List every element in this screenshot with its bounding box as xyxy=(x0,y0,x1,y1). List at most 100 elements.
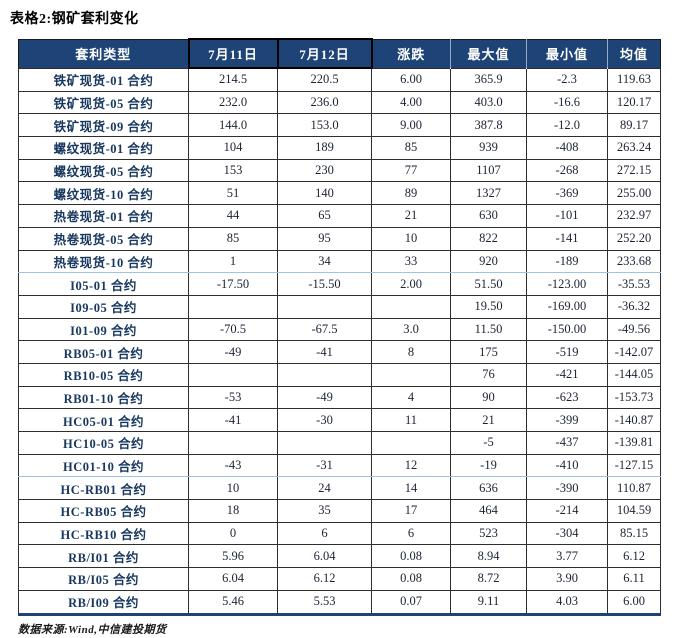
value-cell: -437 xyxy=(526,431,608,455)
value-cell: -70.5 xyxy=(188,317,278,342)
value-cell: 252.20 xyxy=(607,226,661,251)
row-label-cell: I01-09 合约 xyxy=(18,317,189,342)
value-cell: 233.68 xyxy=(607,249,661,274)
value-cell: -139.81 xyxy=(607,431,661,455)
row-label-cell: 热卷现货-01 合约 xyxy=(18,204,189,228)
value-cell: 0.07 xyxy=(371,589,451,615)
table-row: 螺纹现货-10 合约 51 140 89 1327 -369 255.00 xyxy=(18,181,661,206)
value-cell xyxy=(277,431,372,455)
value-cell: -16.6 xyxy=(526,90,608,115)
value-cell: 232.97 xyxy=(607,204,661,228)
row-label-cell: RB/I09 合约 xyxy=(18,589,189,615)
value-cell: 24 xyxy=(277,476,372,501)
value-cell: -41 xyxy=(188,408,278,432)
value-cell: 6 xyxy=(277,521,372,546)
value-cell xyxy=(371,294,451,319)
value-cell: 6.11 xyxy=(607,567,661,591)
table-body: 铁矿现货-01 合约 214.5 220.5 6.00 365.9 -2.3 119.63 铁… xyxy=(18,67,661,615)
value-cell: 85.15 xyxy=(607,521,661,546)
row-label-cell: RB/I01 合约 xyxy=(18,544,189,569)
value-cell: -67.5 xyxy=(277,317,372,342)
value-cell: -144.05 xyxy=(607,362,661,387)
value-cell: 464 xyxy=(450,499,527,523)
table-row: I01-09 合约 -70.5 -67.5 3.0 11.50 -150.00 -49.56 xyxy=(18,317,661,342)
value-cell: 11 xyxy=(371,408,451,432)
value-cell: -142.07 xyxy=(607,340,661,364)
value-cell: -127.15 xyxy=(607,453,661,478)
value-cell: -268 xyxy=(526,158,608,183)
value-cell: -408 xyxy=(526,136,608,160)
value-cell: 9.11 xyxy=(450,589,527,615)
value-cell: 89 xyxy=(371,181,451,206)
value-cell: 34 xyxy=(277,249,372,274)
value-cell: -399 xyxy=(526,408,608,432)
table-row: HC-RB10 合约 0 6 6 523 -304 85.15 xyxy=(18,521,661,546)
table-row: RB01-10 合约 -53 -49 4 90 -623 -153.73 xyxy=(18,385,661,410)
value-cell: 6 xyxy=(371,521,451,546)
header-cell-jul12: 7月12日 xyxy=(276,38,373,69)
value-cell: -35.53 xyxy=(607,272,661,296)
value-cell: 10 xyxy=(371,226,451,251)
value-cell: 51.50 xyxy=(450,272,527,296)
value-cell: 153.0 xyxy=(277,113,372,138)
header-cell-mean: 均值 xyxy=(607,39,661,68)
value-cell: 8 xyxy=(371,340,451,364)
value-cell: 85 xyxy=(188,226,278,251)
value-cell: 90 xyxy=(450,385,527,410)
value-cell: 8.94 xyxy=(450,544,527,569)
value-cell xyxy=(371,362,451,387)
value-cell xyxy=(371,431,451,455)
header-cell-jul11: 7月11日 xyxy=(187,38,279,69)
value-cell: 189 xyxy=(277,136,372,160)
value-cell: 939 xyxy=(450,136,527,160)
value-cell: 523 xyxy=(450,521,527,546)
value-cell: -12.0 xyxy=(526,113,608,138)
value-cell: 18 xyxy=(188,499,278,523)
value-cell: -390 xyxy=(526,476,608,501)
table-row: 铁矿现货-01 合约 214.5 220.5 6.00 365.9 -2.3 119.63 xyxy=(18,67,661,92)
value-cell: 1 xyxy=(188,249,278,274)
value-cell: -31 xyxy=(277,453,372,478)
row-label-cell: 铁矿现货-09 合约 xyxy=(18,113,189,138)
header-cell-min: 最小值 xyxy=(526,39,608,68)
value-cell: 0.08 xyxy=(371,567,451,591)
value-cell: 14 xyxy=(371,476,451,501)
row-label-cell: RB10-05 合约 xyxy=(18,362,189,387)
value-cell: 104.59 xyxy=(607,499,661,523)
value-cell: -410 xyxy=(526,453,608,478)
table-row: I09-05 合约 19.50 -169.00 -36.32 xyxy=(18,294,661,319)
value-cell: 403.0 xyxy=(450,90,527,115)
value-cell: 232.0 xyxy=(188,90,278,115)
value-cell: 89.17 xyxy=(607,113,661,138)
value-cell: 140 xyxy=(277,181,372,206)
table-row: HC10-05 合约 -5 -437 -139.81 xyxy=(18,431,661,455)
table-row: RB05-01 合约 -49 -41 8 175 -519 -142.07 xyxy=(18,340,661,364)
value-cell: 0.08 xyxy=(371,544,451,569)
value-cell: 12 xyxy=(371,453,451,478)
value-cell xyxy=(188,362,278,387)
value-cell: -169.00 xyxy=(526,294,608,319)
row-label-cell: RB05-01 合约 xyxy=(18,340,189,364)
value-cell: 6.00 xyxy=(371,67,451,92)
value-cell: 822 xyxy=(450,226,527,251)
value-cell: -2.3 xyxy=(526,67,608,92)
value-cell: -49.56 xyxy=(607,317,661,342)
value-cell: 21 xyxy=(450,408,527,432)
value-cell: 214.5 xyxy=(188,67,278,92)
value-cell: 272.15 xyxy=(607,158,661,183)
value-cell: 95 xyxy=(277,226,372,251)
row-label-cell: 螺纹现货-10 合约 xyxy=(18,181,189,206)
value-cell: 636 xyxy=(450,476,527,501)
table-row: I05-01 合约 -17.50 -15.50 2.00 51.50 -123.00 -35… xyxy=(18,272,661,296)
value-cell: 11.50 xyxy=(450,317,527,342)
row-label-cell: 螺纹现货-05 合约 xyxy=(18,158,189,183)
value-cell xyxy=(188,294,278,319)
value-cell: -214 xyxy=(526,499,608,523)
value-cell: 630 xyxy=(450,204,527,228)
value-cell: 6.04 xyxy=(188,567,278,591)
value-cell: 1107 xyxy=(450,158,527,183)
value-cell: -141 xyxy=(526,226,608,251)
row-label-cell: HC10-05 合约 xyxy=(18,431,189,455)
table-row: 热卷现货-10 合约 1 34 33 920 -189 233.68 xyxy=(18,249,661,274)
value-cell: -17.50 xyxy=(188,272,278,296)
